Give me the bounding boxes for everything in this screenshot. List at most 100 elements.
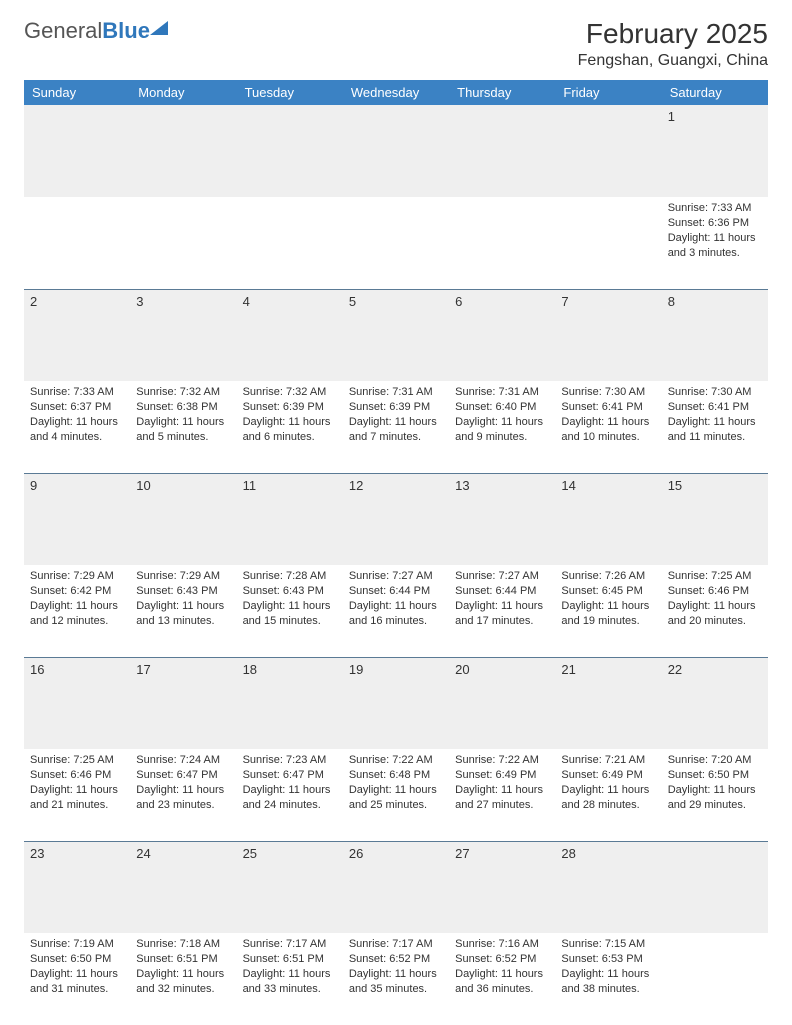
day-details: Sunrise: 7:32 AMSunset: 6:39 PMDaylight:… <box>243 385 337 444</box>
day-details: Sunrise: 7:26 AMSunset: 6:45 PMDaylight:… <box>561 569 655 628</box>
sunrise-line: Sunrise: 7:17 AM <box>349 937 443 952</box>
day-cell <box>555 197 661 289</box>
content-row: Sunrise: 7:19 AMSunset: 6:50 PMDaylight:… <box>24 933 768 1025</box>
daynum-cell: 15 <box>662 473 768 565</box>
day-cell: Sunrise: 7:15 AMSunset: 6:53 PMDaylight:… <box>555 933 661 1025</box>
day-cell: Sunrise: 7:18 AMSunset: 6:51 PMDaylight:… <box>130 933 236 1025</box>
sunset-line: Sunset: 6:48 PM <box>349 768 443 783</box>
day-details: Sunrise: 7:19 AMSunset: 6:50 PMDaylight:… <box>30 937 124 996</box>
day-details: Sunrise: 7:25 AMSunset: 6:46 PMDaylight:… <box>668 569 762 628</box>
daylight-line: Daylight: 11 hours and 3 minutes. <box>668 231 762 261</box>
day-number: 10 <box>136 478 150 493</box>
weekday-header: Wednesday <box>343 80 449 105</box>
day-details: Sunrise: 7:18 AMSunset: 6:51 PMDaylight:… <box>136 937 230 996</box>
daynum-cell <box>555 105 661 197</box>
daynum-cell: 17 <box>130 657 236 749</box>
daylight-line: Daylight: 11 hours and 29 minutes. <box>668 783 762 813</box>
daynum-cell: 12 <box>343 473 449 565</box>
day-cell: Sunrise: 7:21 AMSunset: 6:49 PMDaylight:… <box>555 749 661 841</box>
sunrise-line: Sunrise: 7:23 AM <box>243 753 337 768</box>
sunrise-line: Sunrise: 7:31 AM <box>455 385 549 400</box>
day-details: Sunrise: 7:33 AMSunset: 6:37 PMDaylight:… <box>30 385 124 444</box>
daynum-cell: 4 <box>237 289 343 381</box>
day-cell: Sunrise: 7:33 AMSunset: 6:37 PMDaylight:… <box>24 381 130 473</box>
daylight-line: Daylight: 11 hours and 15 minutes. <box>243 599 337 629</box>
day-number: 18 <box>243 662 257 677</box>
day-details: Sunrise: 7:31 AMSunset: 6:39 PMDaylight:… <box>349 385 443 444</box>
calendar-body: 1 Sunrise: 7:33 AMSunset: 6:36 PMDaylight… <box>24 105 768 1025</box>
weekday-header: Tuesday <box>237 80 343 105</box>
day-cell: Sunrise: 7:17 AMSunset: 6:52 PMDaylight:… <box>343 933 449 1025</box>
day-details: Sunrise: 7:30 AMSunset: 6:41 PMDaylight:… <box>561 385 655 444</box>
day-cell <box>24 197 130 289</box>
logo-part1: General <box>24 18 102 43</box>
sunrise-line: Sunrise: 7:16 AM <box>455 937 549 952</box>
day-number: 9 <box>30 478 37 493</box>
calendar-head: SundayMondayTuesdayWednesdayThursdayFrid… <box>24 80 768 105</box>
sunrise-line: Sunrise: 7:30 AM <box>561 385 655 400</box>
sunrise-line: Sunrise: 7:27 AM <box>455 569 549 584</box>
daynum-cell: 24 <box>130 841 236 933</box>
daylight-line: Daylight: 11 hours and 31 minutes. <box>30 967 124 997</box>
day-details: Sunrise: 7:17 AMSunset: 6:52 PMDaylight:… <box>349 937 443 996</box>
sunrise-line: Sunrise: 7:22 AM <box>349 753 443 768</box>
day-number: 22 <box>668 662 682 677</box>
day-cell: Sunrise: 7:22 AMSunset: 6:48 PMDaylight:… <box>343 749 449 841</box>
daynum-cell: 13 <box>449 473 555 565</box>
daynum-cell <box>343 105 449 197</box>
content-row: Sunrise: 7:33 AMSunset: 6:36 PMDaylight:… <box>24 197 768 289</box>
day-number: 14 <box>561 478 575 493</box>
day-cell: Sunrise: 7:16 AMSunset: 6:52 PMDaylight:… <box>449 933 555 1025</box>
day-cell: Sunrise: 7:32 AMSunset: 6:38 PMDaylight:… <box>130 381 236 473</box>
month-title: February 2025 <box>578 18 768 50</box>
daynum-cell: 19 <box>343 657 449 749</box>
day-cell: Sunrise: 7:31 AMSunset: 6:39 PMDaylight:… <box>343 381 449 473</box>
day-number: 2 <box>30 294 37 309</box>
day-cell: Sunrise: 7:19 AMSunset: 6:50 PMDaylight:… <box>24 933 130 1025</box>
day-cell: Sunrise: 7:29 AMSunset: 6:42 PMDaylight:… <box>24 565 130 657</box>
sunset-line: Sunset: 6:46 PM <box>30 768 124 783</box>
sunrise-line: Sunrise: 7:21 AM <box>561 753 655 768</box>
day-details: Sunrise: 7:22 AMSunset: 6:49 PMDaylight:… <box>455 753 549 812</box>
daynum-cell: 18 <box>237 657 343 749</box>
day-details: Sunrise: 7:27 AMSunset: 6:44 PMDaylight:… <box>349 569 443 628</box>
daylight-line: Daylight: 11 hours and 19 minutes. <box>561 599 655 629</box>
day-number: 15 <box>668 478 682 493</box>
day-number: 16 <box>30 662 44 677</box>
sunset-line: Sunset: 6:42 PM <box>30 584 124 599</box>
day-number: 1 <box>668 109 675 124</box>
sunset-line: Sunset: 6:38 PM <box>136 400 230 415</box>
day-cell <box>237 197 343 289</box>
sunset-line: Sunset: 6:49 PM <box>455 768 549 783</box>
daylight-line: Daylight: 11 hours and 10 minutes. <box>561 415 655 445</box>
daynum-cell: 6 <box>449 289 555 381</box>
daylight-line: Daylight: 11 hours and 27 minutes. <box>455 783 549 813</box>
day-details: Sunrise: 7:33 AMSunset: 6:36 PMDaylight:… <box>668 201 762 260</box>
sunrise-line: Sunrise: 7:20 AM <box>668 753 762 768</box>
daynum-row: 232425262728 <box>24 841 768 933</box>
day-cell: Sunrise: 7:28 AMSunset: 6:43 PMDaylight:… <box>237 565 343 657</box>
day-cell: Sunrise: 7:22 AMSunset: 6:49 PMDaylight:… <box>449 749 555 841</box>
sunset-line: Sunset: 6:41 PM <box>561 400 655 415</box>
daynum-cell: 5 <box>343 289 449 381</box>
sunset-line: Sunset: 6:49 PM <box>561 768 655 783</box>
daynum-cell: 10 <box>130 473 236 565</box>
day-details: Sunrise: 7:25 AMSunset: 6:46 PMDaylight:… <box>30 753 124 812</box>
sunrise-line: Sunrise: 7:19 AM <box>30 937 124 952</box>
daynum-cell: 27 <box>449 841 555 933</box>
day-details: Sunrise: 7:30 AMSunset: 6:41 PMDaylight:… <box>668 385 762 444</box>
page-header: GeneralBlue February 2025 Fengshan, Guan… <box>24 18 768 70</box>
sunset-line: Sunset: 6:44 PM <box>455 584 549 599</box>
daynum-cell: 9 <box>24 473 130 565</box>
daynum-cell: 8 <box>662 289 768 381</box>
daynum-cell: 11 <box>237 473 343 565</box>
day-cell <box>449 197 555 289</box>
day-cell: Sunrise: 7:24 AMSunset: 6:47 PMDaylight:… <box>130 749 236 841</box>
sunset-line: Sunset: 6:52 PM <box>349 952 443 967</box>
day-cell: Sunrise: 7:26 AMSunset: 6:45 PMDaylight:… <box>555 565 661 657</box>
sunset-line: Sunset: 6:41 PM <box>668 400 762 415</box>
day-cell: Sunrise: 7:17 AMSunset: 6:51 PMDaylight:… <box>237 933 343 1025</box>
day-cell: Sunrise: 7:31 AMSunset: 6:40 PMDaylight:… <box>449 381 555 473</box>
day-details: Sunrise: 7:28 AMSunset: 6:43 PMDaylight:… <box>243 569 337 628</box>
day-number: 6 <box>455 294 462 309</box>
